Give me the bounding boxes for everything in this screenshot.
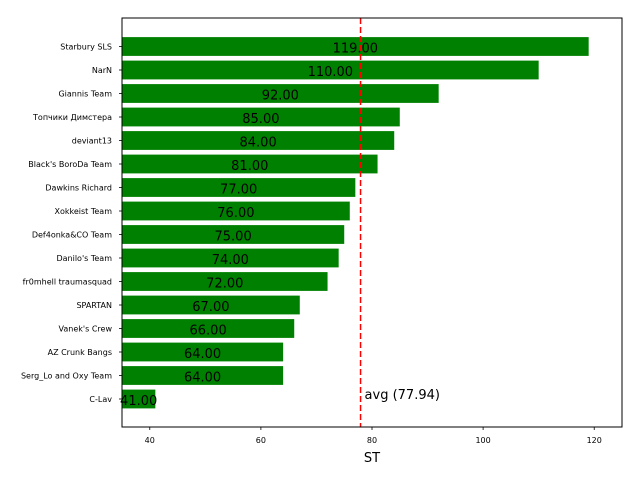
x-tick-label: 40 [145,436,155,445]
bar-11 [122,295,300,315]
bar-value-label: 75.00 [215,230,252,245]
y-tick-label: SPARTAN [76,301,112,310]
bar-value-label: 64.00 [184,347,221,362]
x-tick-label: 100 [475,436,490,445]
bar-8 [122,225,345,244]
bar-6 [122,178,356,197]
bar-value-label: 41.00 [120,394,157,409]
average-label: avg (77.94) [365,388,440,403]
bar-13 [122,342,284,362]
y-tick-label: Dawkins Richard [45,184,112,193]
bar-value-label: 92.00 [262,89,299,104]
y-tick-label: Топчики Димстера [32,113,112,122]
y-tick-label: Starbury SLS [60,43,112,52]
y-tick-label: Giannis Team [58,90,112,99]
bars-group [122,37,589,409]
bar-0 [122,37,589,56]
bar-1 [122,60,539,80]
bar-9 [122,248,339,268]
bar-value-label: 119.00 [333,42,379,57]
y-tick-label: C-Lav [89,395,112,404]
bar-15 [122,389,156,409]
y-tick-label: AZ Crunk Bangs [48,348,112,357]
y-tick-label: Def4onka&CO Team [32,231,112,240]
bar-12 [122,319,295,338]
y-tick-label: Danilo's Team [56,254,112,263]
bar-7 [122,201,350,221]
bar-2 [122,84,439,103]
y-tick-label: Black's BoroDa Team [28,160,112,169]
y-tick-label: Vanek's Crew [59,325,113,334]
x-tick-label: 80 [367,436,377,445]
bar-value-label: 76.00 [217,206,254,221]
bar-value-label: 67.00 [192,300,229,315]
bar-10 [122,272,328,291]
y-axis-ticks: Starbury SLS NarN Giannis Team Топчики Димс… [21,43,122,404]
bar-value-label: 81.00 [231,159,268,174]
bar-value-label: 85.00 [242,112,279,127]
x-axis-title: ST [364,451,380,466]
bar-4 [122,131,395,150]
y-tick-label: deviant13 [72,137,112,146]
bar-value-label: 72.00 [206,277,243,292]
x-axis-ticks: 40 60 80 100 120 [145,427,602,445]
bar-value-label: 64.00 [184,371,221,386]
x-tick-label: 60 [256,436,266,445]
bar-value-label: 110.00 [308,65,354,80]
plot-frame [121,17,623,428]
bar-value-labels: 119.00 110.00 92.00 85.00 84.00 81.00 77.00 76.… [120,42,378,410]
y-tick-label: NarN [92,66,112,75]
bar-value-label: 66.00 [190,324,227,339]
bar-5 [122,154,378,174]
bar-value-label: 77.00 [220,183,257,198]
y-tick-label: Xokkeist Team [55,207,113,216]
bar-3 [122,107,400,127]
bar-value-label: 84.00 [240,136,277,151]
y-tick-label: Serg_Lo and Oxy Team [21,372,112,381]
x-tick-label: 120 [587,436,602,445]
y-tick-label: fr0mhell traumasquad [23,278,112,287]
bar-14 [122,366,284,385]
bar-value-label: 74.00 [212,253,249,268]
